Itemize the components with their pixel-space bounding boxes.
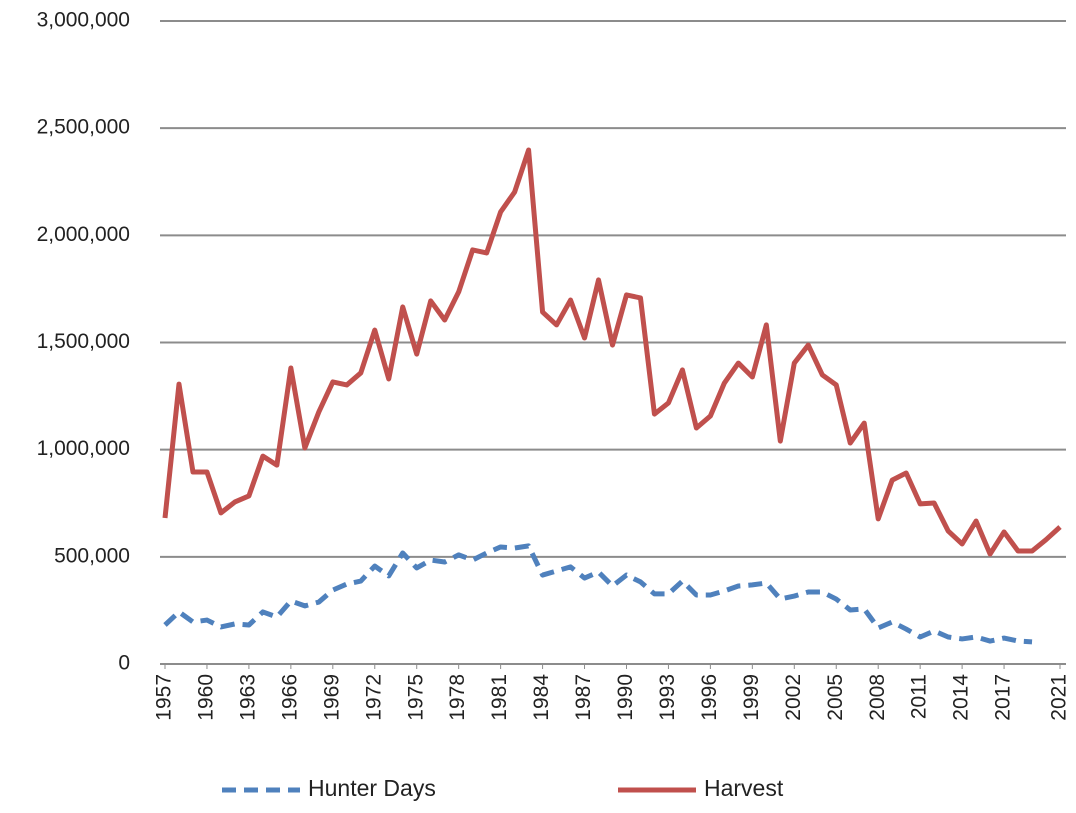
y-tick-label: 1,500,000 <box>37 330 130 353</box>
x-tick-label: 1984 <box>530 674 553 721</box>
x-tick-label: 1960 <box>195 674 218 721</box>
x-tick-label: 1987 <box>572 674 595 721</box>
line-series <box>163 543 1033 645</box>
legend-label: Hunter Days <box>308 775 436 801</box>
y-tick-label: 2,500,000 <box>37 116 130 139</box>
y-tick-label: 500,000 <box>54 544 130 567</box>
x-tick-label: 1966 <box>278 674 301 721</box>
x-tick-label: 1996 <box>698 674 721 721</box>
y-tick-label: 1,000,000 <box>37 437 130 460</box>
x-tick-label: 2011 <box>908 674 931 719</box>
x-tick-label: 2005 <box>824 674 847 721</box>
x-tick-label: 2014 <box>950 674 973 721</box>
x-tick-label: 1963 <box>236 674 259 721</box>
x-tick-label: 2021 <box>1048 674 1071 721</box>
x-tick-label: 1990 <box>614 674 637 721</box>
x-tick-label: 2008 <box>866 674 889 721</box>
y-tick-label: 0 <box>118 652 130 675</box>
x-tick-label: 1969 <box>320 674 343 721</box>
x-tick-label: 1978 <box>446 674 469 721</box>
x-tick-label: 1993 <box>656 674 679 721</box>
x-tick-label: 1981 <box>488 674 511 721</box>
x-tick-label: 1999 <box>740 674 763 721</box>
line-series <box>162 147 1062 557</box>
x-tick-label: 1972 <box>362 674 385 721</box>
x-tick-label: 1957 <box>153 674 176 721</box>
y-tick-label: 3,000,000 <box>37 9 130 32</box>
x-tick-label: 2017 <box>992 674 1015 721</box>
y-tick-label: 2,000,000 <box>37 223 130 246</box>
x-tick-label: 2002 <box>782 674 805 721</box>
legend-label: Harvest <box>704 775 784 801</box>
x-tick-label: 1975 <box>404 674 427 721</box>
